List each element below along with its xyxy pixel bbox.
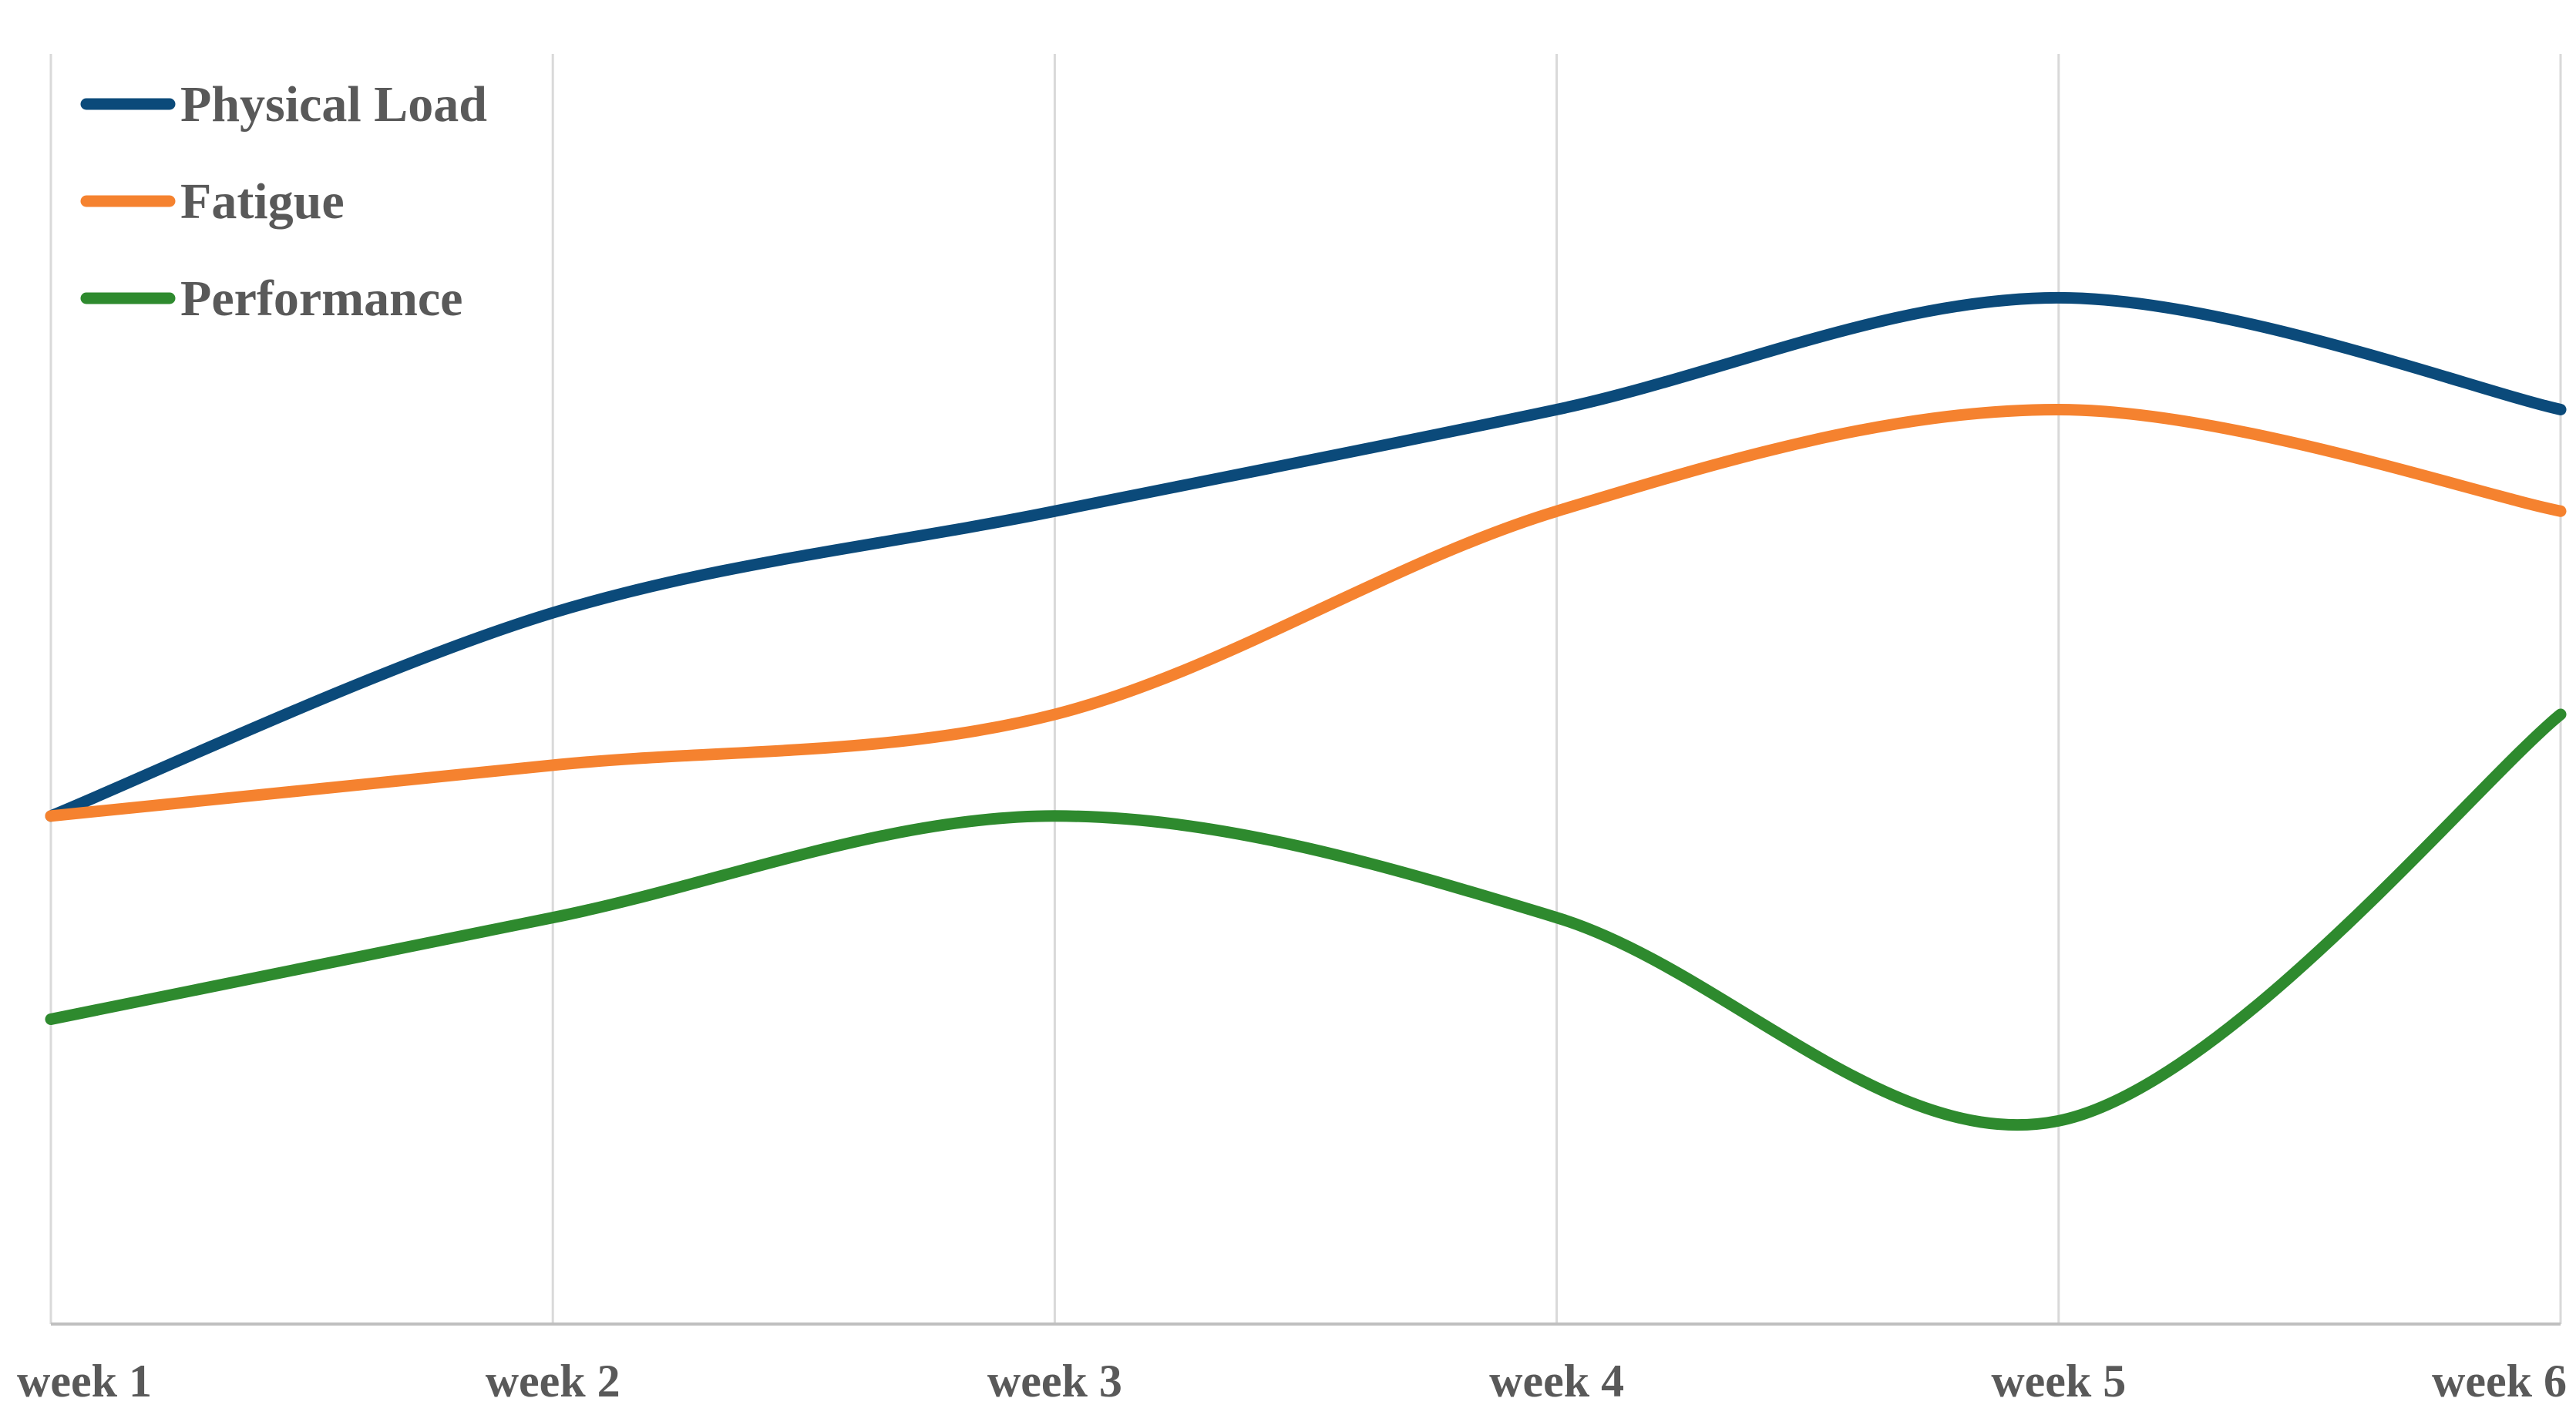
legend-label: Physical Load [180,76,487,133]
legend-label: Fatigue [180,173,345,230]
x-tick-label: week 3 [987,1356,1122,1407]
series-line-fatigue [45,403,2567,822]
legend-item-physical-load: Physical Load [80,76,487,133]
gridlines [49,54,2562,1324]
series-line-performance [45,708,2567,1131]
legend-label: Performance [180,271,462,327]
x-tick-label: week 1 [17,1356,152,1407]
x-tick-label: week 2 [486,1356,620,1407]
x-tick-labels: week 1 week 2 week 3 week 4 week 5 week 6 [17,1356,2567,1407]
x-tick-label: week 4 [1489,1356,1624,1407]
legend-item-fatigue: Fatigue [80,173,345,230]
series-lines [45,291,2567,1131]
series-line-physical-load [45,291,2567,822]
x-tick-label: week 5 [1991,1356,2126,1407]
x-tick-label: week 6 [2432,1356,2567,1407]
legend: Physical Load Fatigue Performance [80,76,487,327]
legend-item-performance: Performance [80,271,462,327]
